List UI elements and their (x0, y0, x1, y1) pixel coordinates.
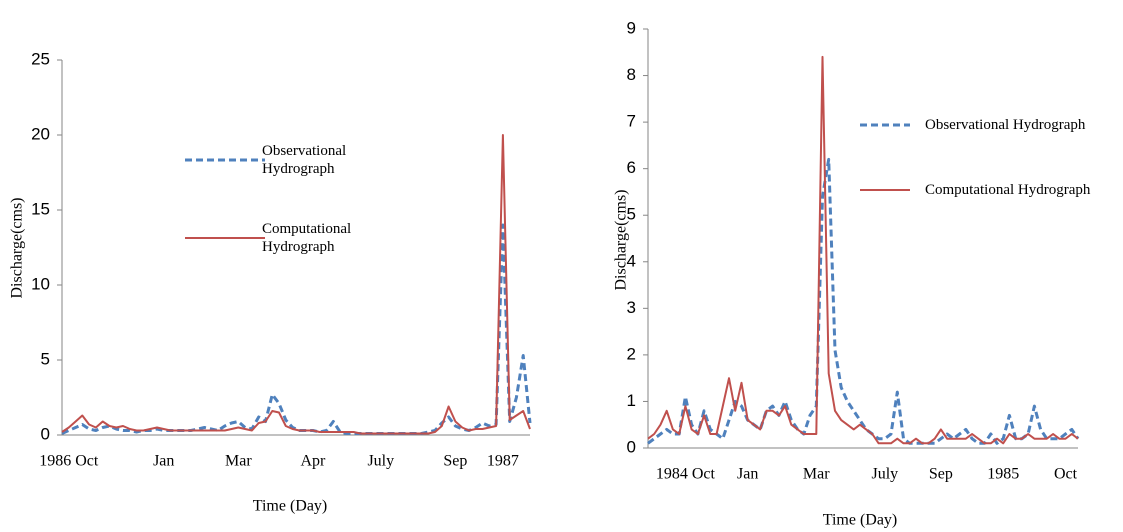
x-tick-label: 1987 (487, 453, 519, 470)
y-tick-label: 4 (627, 251, 636, 270)
y-tick-label: 15 (31, 199, 50, 218)
y-tick-label: 8 (627, 65, 636, 84)
y-tick-label: 7 (627, 112, 636, 131)
legend-label: Observational Hydrograph (925, 117, 1086, 133)
y-tick-label: 10 (31, 274, 50, 293)
x-axis-title: Time (Day) (253, 498, 328, 515)
x-tick-label: July (367, 453, 394, 470)
x-axis-title: Time (Day) (823, 512, 898, 529)
y-tick-label: 25 (31, 49, 50, 68)
y-tick-label: 9 (627, 18, 636, 37)
x-tick-label: Oct (1054, 466, 1078, 483)
legend-label: Observational Hydrograph (262, 143, 347, 177)
x-tick-label: 1985 (987, 466, 1019, 483)
y-axis-title: Discharge(cms) (9, 198, 26, 299)
x-tick-label: 1984 Oct (656, 466, 716, 483)
x-tick-label: Sep (929, 466, 953, 483)
data-line (647, 55, 1079, 445)
x-tick-label: Sep (443, 453, 467, 470)
y-tick-label: 0 (41, 424, 50, 443)
y-tick-label: 2 (627, 344, 636, 363)
y-tick-label: 5 (627, 205, 636, 224)
y-axis-title: Discharge(cms) (613, 190, 630, 291)
data-line (647, 157, 1080, 445)
x-tick-label: 1986 Oct (39, 453, 99, 470)
y-tick-label: 0 (627, 437, 636, 456)
y-tick-label: 6 (627, 158, 636, 177)
x-tick-label: Mar (225, 453, 252, 470)
x-tick-label: Mar (803, 466, 830, 483)
y-tick-label: 5 (41, 349, 50, 368)
legend-label: Computational Hydrograph (262, 221, 352, 255)
data-line (61, 134, 531, 435)
y-tick-label: 20 (31, 124, 50, 143)
x-tick-label: Apr (301, 453, 327, 470)
x-tick-label: July (871, 466, 898, 483)
x-tick-label: Jan (153, 453, 174, 470)
legend-label: Computational Hydrograph (925, 182, 1091, 198)
y-tick-label: 1 (627, 391, 636, 410)
x-tick-label: Jan (737, 466, 758, 483)
data-line (61, 223, 532, 435)
y-tick-label: 3 (627, 298, 636, 317)
